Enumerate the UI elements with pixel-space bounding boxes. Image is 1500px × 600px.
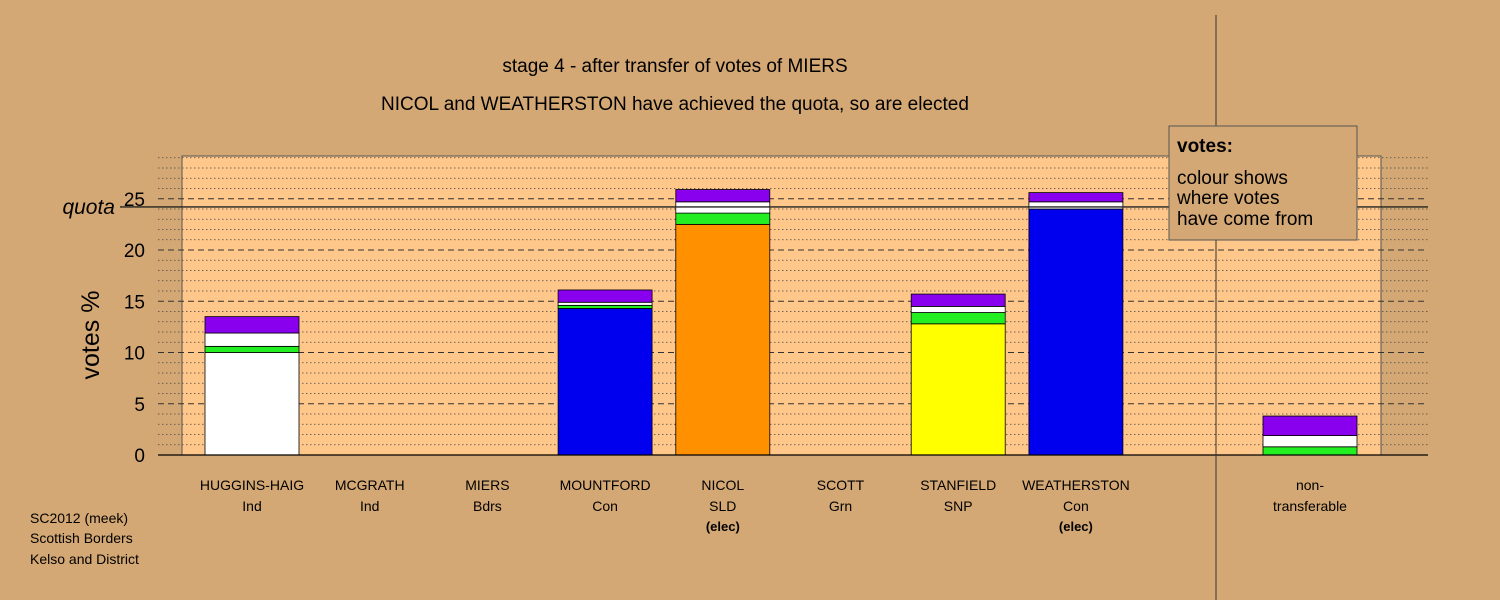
candidate-party-nicol: SLD: [709, 498, 736, 514]
candidate-name-mcgrath: MCGRATH: [335, 477, 405, 493]
y-tick-label: 5: [134, 395, 145, 416]
bar-mountford-segment-3: [557, 301, 653, 306]
legend: votes: colour shows where votes have com…: [1168, 125, 1358, 241]
bar-weatherston-segment-1: [1028, 208, 1124, 456]
bar-stanfield-segment-4: [910, 293, 1006, 307]
candidate-party-mountford: Con: [592, 498, 618, 514]
candidate-name-weatherston: WEATHERSTON: [1022, 477, 1130, 493]
candidate-note-nicol: (elec): [706, 519, 740, 534]
chart-subtitle: NICOL and WEATHERSTON have achieved the …: [381, 94, 969, 115]
footer-line-2: Scottish Borders: [30, 530, 133, 546]
bar-nicol-segment-2: [675, 212, 771, 225]
candidate-name-huggins-haig: HUGGINS-HAIG: [200, 477, 304, 493]
y-axis-label: votes %: [77, 291, 105, 380]
y-tick-label: 20: [124, 241, 145, 262]
footer-line-1: SC2012 (meek): [30, 510, 128, 526]
nontransferable-label-1: non-: [1296, 477, 1324, 493]
bar-huggins-haig-segment-4: [204, 316, 300, 334]
candidate-name-nicol: NICOL: [701, 477, 744, 493]
grid-lines: [158, 157, 1428, 446]
bar-nicol-segment-4: [675, 189, 771, 203]
legend-title: votes:: [1177, 136, 1233, 157]
candidate-name-stanfield: STANFIELD: [920, 477, 996, 493]
y-tick-label: 0: [134, 446, 145, 467]
bar-huggins-haig-segment-3: [204, 332, 300, 347]
candidate-party-weatherston: Con: [1063, 498, 1089, 514]
bar-mountford-segment-1: [557, 308, 653, 456]
y-tick-label: 25: [124, 190, 145, 211]
bar-mountford-segment-2: [557, 304, 653, 309]
nontransferable-label-2: transferable: [1273, 498, 1347, 514]
footer-line-3: Kelso and District: [30, 551, 139, 567]
bar-mountford-segment-4: [557, 289, 653, 303]
bar-stanfield-segment-2: [910, 312, 1006, 325]
candidate-party-scott: Grn: [829, 498, 852, 514]
bar-stanfield-segment-1: [910, 323, 1006, 456]
bar-weatherston-segment-2: [1028, 201, 1124, 210]
bars: [204, 189, 1358, 456]
bar-stanfield-segment-3: [910, 305, 1006, 313]
bar-nontransferable-segment-1: [1262, 446, 1358, 456]
quota-label: quota: [62, 196, 115, 219]
candidate-name-miers: MIERS: [465, 477, 509, 493]
candidate-party-stanfield: SNP: [944, 498, 973, 514]
bar-nontransferable-segment-3: [1262, 415, 1358, 436]
candidate-name-mountford: MOUNTFORD: [560, 477, 651, 493]
legend-box: [1168, 125, 1358, 241]
bar-huggins-haig-segment-1: [204, 352, 300, 456]
candidate-name-scott: SCOTT: [817, 477, 865, 493]
bar-huggins-haig-segment-2: [204, 345, 300, 353]
candidate-labels: HUGGINS-HAIG Ind MCGRATH Ind MIERS Bdrs MOUNTF…: [200, 477, 1347, 534]
candidate-party-huggins-haig: Ind: [242, 498, 261, 514]
legend-line-3: have come from: [1177, 209, 1313, 230]
candidate-party-miers: Bdrs: [473, 498, 502, 514]
bar-nicol-segment-1: [675, 223, 771, 456]
bar-weatherston-segment-3: [1028, 192, 1124, 203]
candidate-party-mcgrath: Ind: [360, 498, 379, 514]
chart-title: stage 4 - after transfer of votes of MIE…: [502, 56, 847, 77]
y-tick-label: 10: [124, 344, 145, 365]
legend-line-2: where votes: [1176, 188, 1279, 209]
legend-line-1: colour shows: [1177, 168, 1288, 189]
candidate-note-weatherston: (elec): [1059, 519, 1093, 534]
footer: SC2012 (meek) Scottish Borders Kelso and…: [30, 510, 139, 567]
y-tick-label: 15: [124, 292, 145, 313]
bar-nontransferable-segment-2: [1262, 435, 1358, 448]
